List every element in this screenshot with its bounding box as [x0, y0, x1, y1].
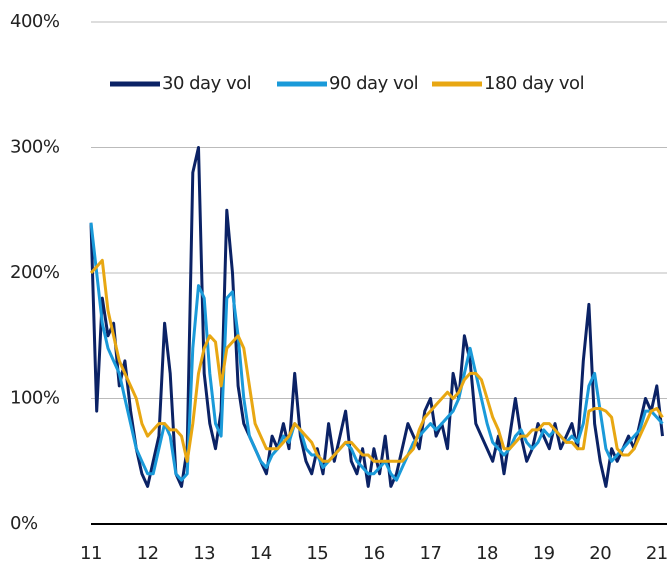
x-tick-label: 14: [250, 543, 272, 564]
x-tick-label: 19: [533, 543, 555, 564]
series-line: [89, 146, 664, 488]
y-tick-label: 400%: [10, 11, 60, 32]
legend-label: 90 day vol: [329, 73, 418, 94]
x-tick-label: 17: [420, 543, 442, 564]
x-tick-label: 11: [80, 543, 102, 564]
legend-label: 30 day vol: [162, 73, 251, 94]
x-tick-label: 16: [363, 543, 385, 564]
x-tick-label: 20: [589, 543, 611, 564]
x-tick-label: 21: [646, 543, 667, 564]
y-tick-label: 0%: [10, 513, 38, 534]
x-tick-label: 18: [476, 543, 498, 564]
y-tick-label: 300%: [10, 137, 60, 158]
y-tick-label: 100%: [10, 388, 60, 409]
x-tick-label: 15: [306, 543, 328, 564]
legend-label: 180 day vol: [484, 73, 584, 94]
x-tick-label: 12: [137, 543, 159, 564]
y-tick-label: 200%: [10, 262, 60, 283]
series-line: [89, 258, 664, 463]
series-line: [89, 222, 664, 482]
x-tick-label: 13: [193, 543, 215, 564]
